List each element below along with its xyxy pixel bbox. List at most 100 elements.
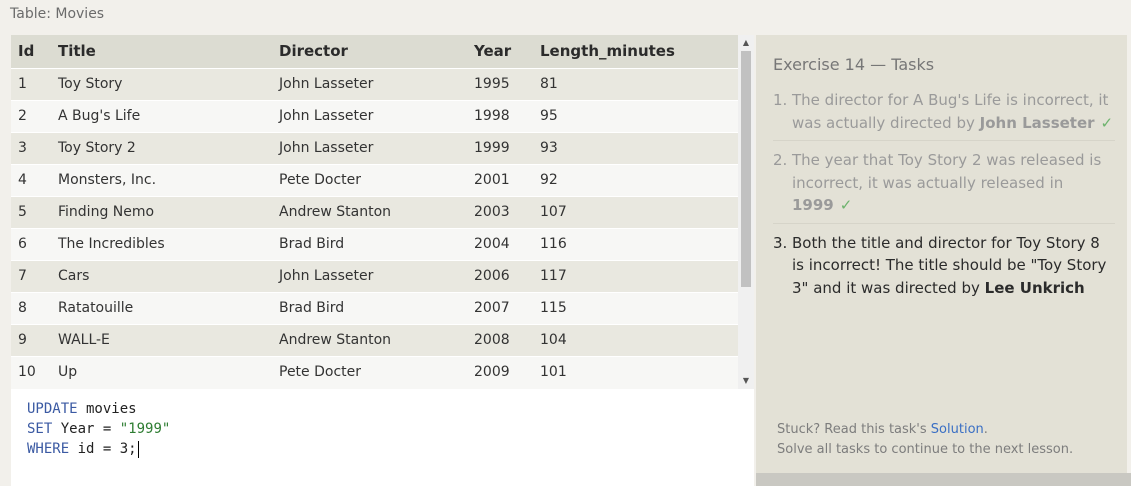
cell-id: 10 [11,355,51,388]
scroll-thumb[interactable] [741,51,751,287]
column-header-year: Year [474,42,512,61]
task-item-1: 1. The director for A Bug's Life is inco… [773,89,1115,141]
checkmark-icon: ✓ [839,196,853,214]
code-line-3: WHERE id = 3; [27,439,170,459]
task-text: Both the title and director for Toy Stor… [792,232,1115,300]
column-header-id: Id [18,42,35,61]
cell-length: 101 [533,355,738,388]
cell-year: 2008 [467,323,533,356]
cell-title: A Bug's Life [51,99,272,132]
cell-length: 107 [533,195,738,228]
cell-title: Monsters, Inc. [51,163,272,196]
cell-id: 8 [11,291,51,324]
table-row: 1 Toy Story John Lasseter 1995 81 [11,67,738,100]
cell-id: 6 [11,227,51,260]
stuck-line: Stuck? Read this task's Solution. [777,420,1073,440]
cell-director: Pete Docter [272,163,467,196]
cell-year: 2007 [467,291,533,324]
keyword-set: SET [27,421,53,437]
code-line-1: UPDATE movies [27,399,170,419]
task-number: 1. [773,91,788,109]
column-header-length: Length_minutes [540,42,675,61]
cell-length: 104 [533,323,738,356]
cell-director: Pete Docter [272,355,467,388]
cell-length: 95 [533,99,738,132]
table-row: 7 Cars John Lasseter 2006 117 [11,259,738,292]
sql-editor[interactable]: UPDATE movies SET Year = "1999" WHERE id =… [11,389,754,486]
cell-director: John Lasseter [272,131,467,164]
table-body: 1 Toy Story John Lasseter 1995 81 2 A Bug's Li… [11,67,738,388]
table-row: 6 The Incredibles Brad Bird 2004 116 [11,227,738,260]
solution-link[interactable]: Solution [930,422,984,437]
tasks-panel: Exercise 14 — Tasks 1. The director for … [756,35,1127,473]
cell-title: WALL-E [51,323,272,356]
panel-title: Exercise 14 — Tasks [773,55,935,74]
cell-director: Brad Bird [272,291,467,324]
task-list: 1. The director for A Bug's Life is inco… [773,89,1115,313]
cell-length: 92 [533,163,738,196]
cell-year: 2003 [467,195,533,228]
table-header-row: Id Title Director Year Length_minutes [11,35,738,68]
continue-text: Solve all tasks to continue to the next … [777,442,1074,457]
cell-id: 5 [11,195,51,228]
column-header-title: Title [58,42,96,61]
cell-year: 1998 [467,99,533,132]
task-description: Both the title and director for Toy Stor… [792,233,1107,297]
cell-id: 1 [11,67,51,100]
sql-code[interactable]: UPDATE movies SET Year = "1999" WHERE id =… [27,399,170,459]
cell-id: 9 [11,323,51,356]
cell-length: 116 [533,227,738,260]
cell-year: 2001 [467,163,533,196]
cell-id: 7 [11,259,51,292]
cell-title: Toy Story [51,67,272,100]
task-item-2: 2. The year that Toy Story 2 was release… [773,149,1115,224]
cell-id: 3 [11,131,51,164]
table-scrollbar[interactable]: ▲ ▼ [738,35,754,389]
cell-length: 115 [533,291,738,324]
cell-director: John Lasseter [272,259,467,292]
table-row: 5 Finding Nemo Andrew Stanton 2003 107 [11,195,738,228]
help-footer: Stuck? Read this task's Solution. Solve … [777,420,1073,460]
stuck-suffix: . [983,422,988,437]
cell-title: Up [51,355,272,388]
cell-title: Cars [51,259,272,292]
table-row: 4 Monsters, Inc. Pete Docter 2001 92 [11,163,738,196]
cell-director: John Lasseter [272,67,467,100]
cell-title: Toy Story 2 [51,131,272,164]
panel-bottom-bar [756,473,1131,486]
code-text: Year = [52,421,120,437]
task-description: The year that Toy Story 2 was released i… [792,151,1102,192]
task-number: 2. [773,151,788,169]
cell-id: 2 [11,99,51,132]
task-highlight: Lee Unkrich [984,278,1085,297]
table-row: 10 Up Pete Docter 2009 101 [11,355,738,388]
cell-title: Ratatouille [51,291,272,324]
cell-id: 4 [11,163,51,196]
code-line-2: SET Year = "1999" [27,419,170,439]
cell-director: Andrew Stanton [272,195,467,228]
cell-year: 2009 [467,355,533,388]
cell-year: 2006 [467,259,533,292]
table-row: 3 Toy Story 2 John Lasseter 1999 93 [11,131,738,164]
cell-director: John Lasseter [272,99,467,132]
scroll-down-arrow-icon[interactable]: ▼ [742,376,750,385]
stuck-prefix: Stuck? Read this task's [777,422,931,437]
task-number: 3. [773,233,788,252]
cell-director: Andrew Stanton [272,323,467,356]
cell-length: 93 [533,131,738,164]
scroll-up-arrow-icon[interactable]: ▲ [742,38,750,47]
checkmark-icon: ✓ [1100,113,1114,132]
task-highlight: John Lasseter [979,113,1095,132]
code-text: id = 3; [69,441,137,457]
task-description: The director for A Bug's Life is incorre… [792,91,1109,132]
keyword-where: WHERE [27,441,70,457]
cell-year: 1999 [467,131,533,164]
keyword-update: UPDATE [27,401,78,417]
cell-year: 2004 [467,227,533,260]
task-item-3: 3. Both the title and director for Toy S… [773,232,1115,306]
text-cursor [137,440,139,458]
task-text: The director for A Bug's Life is incorre… [792,89,1115,134]
